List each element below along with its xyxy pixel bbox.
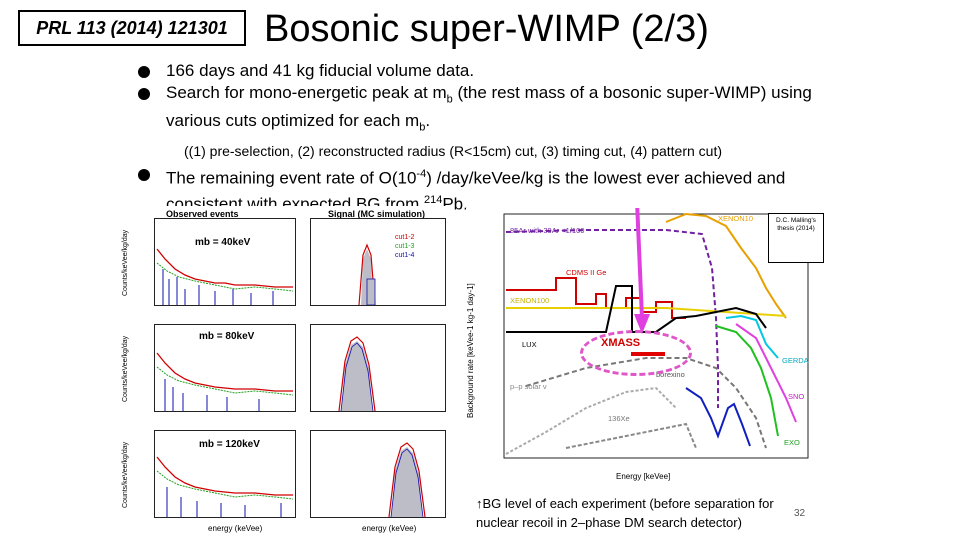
left-xlabel-1: energy (keVee) (208, 524, 263, 533)
bullet-list: 166 days and 41 kg fiducial volume data.… (138, 60, 838, 216)
thesis-note: D.C. Malling's thesis (2014) (768, 213, 824, 263)
reference-box: PRL 113 (2014) 121301 (18, 10, 246, 46)
observed-40-svg (156, 248, 294, 305)
background-rate-svg (503, 177, 809, 459)
right-xlabel: Energy [keVee] (616, 472, 671, 481)
observed-plot-120: mb = 120keV (154, 430, 296, 518)
bullet-2-sub: b (446, 93, 453, 106)
background-rate-figure: Background rate [keVee-1 kg-1 day-1] Ene… (466, 177, 828, 488)
slide-title: Bosonic super-WIMP (2/3) (264, 8, 709, 50)
signal-80-svg (338, 336, 376, 411)
legend-cut12: cut1-2 (395, 234, 415, 241)
observed-plot-80: mb = 80keV (154, 324, 296, 412)
signal-40-svg (358, 243, 376, 305)
bullet-3-text-a: The remaining event rate of O(10 (166, 168, 417, 188)
legend-cut13: cut1-3 (395, 243, 415, 250)
xmass-label: XMASS (601, 337, 641, 349)
bullet-1: 166 days and 41 kg fiducial volume data. (138, 60, 838, 82)
bullet-2-text-b: (the rest mass of a bosonic super-WIMP) … (166, 83, 812, 131)
label-exo: EXO (784, 438, 800, 447)
bullet-2-sub2: b (419, 121, 426, 134)
left-xlabel-2: energy (keVee) (362, 524, 417, 533)
bullet-3-sup: -4 (416, 167, 427, 180)
bullet-1-text: 166 days and 41 kg fiducial volume data. (166, 61, 475, 80)
signal-plot-80 (310, 324, 446, 412)
caption-line-2: nuclear recoil in 2–phase DM search dete… (476, 515, 742, 530)
bullet-3: The remaining event rate of O(10-4) /day… (138, 163, 838, 216)
spectra-figure: Observed events Signal (MC simulation) m… (120, 206, 446, 540)
xmass-level-bar (631, 352, 665, 356)
bullet-2: Search for mono-energetic peak at mb (th… (138, 82, 838, 139)
signal-plot-40: cut1-2 cut1-3 cut1-4 (310, 218, 446, 306)
bullet-3-sup2: 214 (423, 194, 443, 207)
bullet-2-text-c: . (425, 111, 431, 131)
observed-80-svg (156, 352, 294, 411)
left-ylabel-1: Counts/keVee/kg/day (122, 229, 129, 296)
bullet-2-text-a: Search for mono-energetic peak at m (166, 83, 447, 102)
reference-text: PRL 113 (2014) 121301 (36, 17, 228, 38)
bullet-dot-icon (138, 88, 150, 100)
observed-plot-40: mb = 40keV (154, 218, 296, 306)
xmass-highlight (580, 330, 692, 376)
left-ylabel-3: Counts/keVee/kg/day (122, 441, 129, 508)
label-borexino: borexino (656, 370, 685, 379)
legend: cut1-2 cut1-3 cut1-4 (395, 233, 414, 260)
label-xenon10: XENON10 (718, 214, 754, 223)
label-ar: 85Ar with 39Ar <1/100 (510, 226, 585, 235)
figure-caption: ↑BG level of each experiment (before sep… (476, 494, 774, 532)
label-xe: 136Xe (608, 414, 630, 423)
observed-120-svg (156, 456, 294, 517)
left-ylabel-2: Counts/keVee/kg/day (122, 335, 129, 402)
signal-120-svg (388, 442, 426, 517)
bullet-dot-icon (138, 66, 150, 78)
mass-label-40: mb = 40keV (195, 237, 251, 248)
label-pp: p–p solar ν (510, 382, 547, 391)
mass-label-120: mb = 120keV (199, 439, 260, 450)
label-xenon100: XENON100 (510, 296, 550, 305)
label-sno: SNO (788, 392, 805, 401)
legend-cut14: cut1-4 (395, 252, 415, 259)
signal-plot-120 (310, 430, 446, 518)
label-lux: LUX (522, 340, 537, 349)
bullet-3-text-c: Pb. (442, 195, 468, 215)
col1-title: Observed events (166, 209, 239, 219)
mass-label-80: mb = 80keV (199, 331, 255, 342)
right-ylabel: Background rate [keVee-1 kg-1 day-1] (466, 283, 475, 418)
cuts-note: ((1) pre-selection, (2) reconstructed ra… (184, 142, 723, 159)
col2-title: Signal (MC simulation) (328, 209, 426, 219)
page-number: 32 (794, 508, 806, 519)
label-cdms: CDMS II Ge (566, 268, 607, 277)
bullet-dot-icon (138, 168, 150, 181)
caption-line-1: ↑BG level of each experiment (before sep… (476, 496, 774, 511)
label-gerda: GERDA (782, 356, 809, 365)
